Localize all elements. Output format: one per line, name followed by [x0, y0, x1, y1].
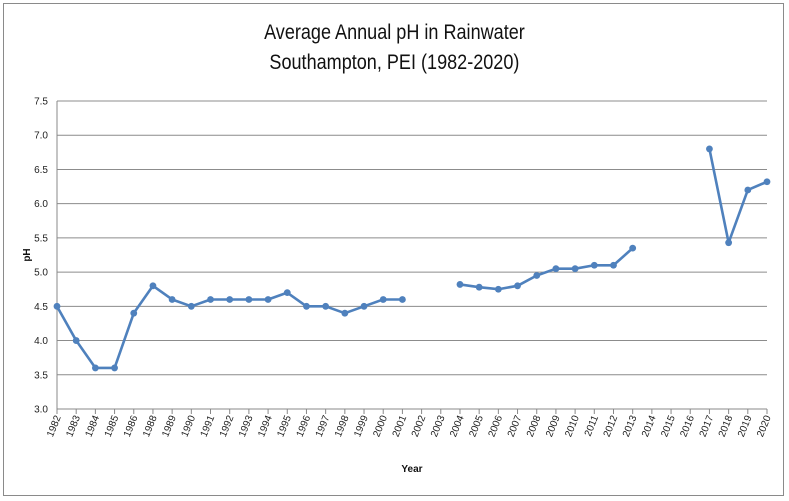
x-tick-label: 1988 — [141, 414, 160, 439]
data-point — [264, 296, 272, 303]
x-tick-label: 1995 — [276, 414, 295, 439]
x-tick-label: 2019 — [736, 414, 755, 439]
x-tick-label: 1992 — [218, 414, 237, 439]
chart-frame — [3, 3, 784, 496]
series-line — [459, 247, 634, 291]
x-axis-label: Year — [401, 464, 422, 475]
data-point — [514, 282, 521, 290]
y-tick-label: 3.5 — [34, 370, 48, 381]
x-tick-label: 1989 — [160, 414, 179, 439]
y-tick-label: 6.0 — [34, 199, 48, 210]
data-point — [629, 244, 637, 252]
y-tick-label: 6.5 — [34, 165, 48, 176]
data-point — [379, 296, 387, 303]
x-tick-label: 1985 — [103, 414, 122, 439]
data-point — [168, 296, 176, 303]
x-tick-label: 2007 — [506, 414, 525, 439]
y-tick-label: 4.0 — [34, 336, 48, 347]
x-tick-label: 2012 — [602, 414, 621, 439]
x-tick-label: 2011 — [583, 414, 601, 438]
data-point — [187, 302, 195, 310]
data-point — [571, 265, 579, 273]
y-tick-label: 7.0 — [34, 131, 48, 142]
data-point — [552, 265, 560, 273]
x-tick-label: 2004 — [448, 414, 467, 439]
x-tick-label: 2001 — [391, 414, 410, 439]
y-axis-label: pH — [22, 248, 33, 261]
data-point — [590, 261, 598, 269]
data-point — [322, 302, 330, 310]
x-tick-label: 1999 — [352, 414, 371, 439]
x-tick-label: 1997 — [314, 414, 333, 439]
x-tick-label: 2014 — [640, 414, 659, 439]
data-point — [744, 186, 752, 194]
y-tick-label: 5.5 — [34, 233, 48, 244]
x-tick-label: 2015 — [659, 414, 678, 439]
data-point — [456, 281, 464, 288]
x-tick-label: 2013 — [621, 414, 640, 439]
x-tick-label: 2018 — [717, 414, 736, 439]
data-point — [207, 296, 214, 303]
x-tick-label: 1996 — [295, 414, 314, 439]
y-tick-label: 7.5 — [34, 97, 48, 108]
x-tick-label: 1990 — [180, 414, 199, 439]
data-point — [245, 296, 253, 303]
x-tick-label: 1984 — [84, 414, 103, 439]
chart-subtitle: Southampton, PEI (1982-2020) — [269, 51, 520, 74]
data-point — [494, 285, 502, 293]
y-tick-label: 3.0 — [34, 405, 48, 416]
data-point — [763, 178, 771, 186]
x-tick-label: 2002 — [410, 414, 429, 439]
data-point — [399, 296, 406, 303]
data-point — [226, 296, 234, 303]
x-tick-label: 2010 — [563, 414, 582, 439]
x-tick-label: 1994 — [256, 414, 275, 439]
x-tick-label: 1986 — [122, 414, 141, 439]
x-tick-label: 2009 — [544, 414, 563, 439]
x-tick-label: 2000 — [371, 414, 390, 439]
y-tick-label: 4.5 — [34, 302, 48, 313]
x-tick-label: 2003 — [429, 414, 448, 439]
data-point — [53, 302, 61, 310]
data-point — [610, 261, 617, 269]
data-point — [725, 239, 733, 247]
y-tick-label: 5.0 — [34, 268, 48, 279]
x-tick-label: 2016 — [678, 414, 697, 439]
data-point — [72, 337, 80, 344]
x-tick-label: 1998 — [333, 414, 352, 439]
series-line — [708, 148, 768, 244]
data-point — [130, 309, 138, 317]
x-tick-label: 2008 — [525, 414, 544, 439]
data-point — [706, 145, 713, 153]
data-point — [475, 283, 483, 291]
x-tick-label: 2020 — [755, 414, 774, 439]
x-tick-label: 2006 — [487, 414, 506, 439]
x-tick-label: 2017 — [698, 414, 717, 439]
data-point — [111, 364, 118, 372]
chart-title: Average Annual pH in Rainwater Southampt… — [55, 18, 734, 78]
x-tick-label: 1993 — [237, 414, 256, 439]
data-point — [303, 302, 310, 310]
data-point — [91, 364, 99, 372]
data-point — [341, 309, 349, 317]
chart-title-line1: Average Annual pH in Rainwater — [264, 21, 525, 44]
data-point — [149, 282, 157, 290]
x-tick-label: 1983 — [64, 414, 83, 439]
x-tick-label: 1982 — [45, 414, 64, 439]
data-point — [533, 272, 541, 279]
data-point — [283, 289, 291, 297]
x-tick-label: 2005 — [467, 414, 486, 439]
x-tick-label: 1991 — [199, 414, 218, 439]
data-point — [360, 302, 368, 310]
